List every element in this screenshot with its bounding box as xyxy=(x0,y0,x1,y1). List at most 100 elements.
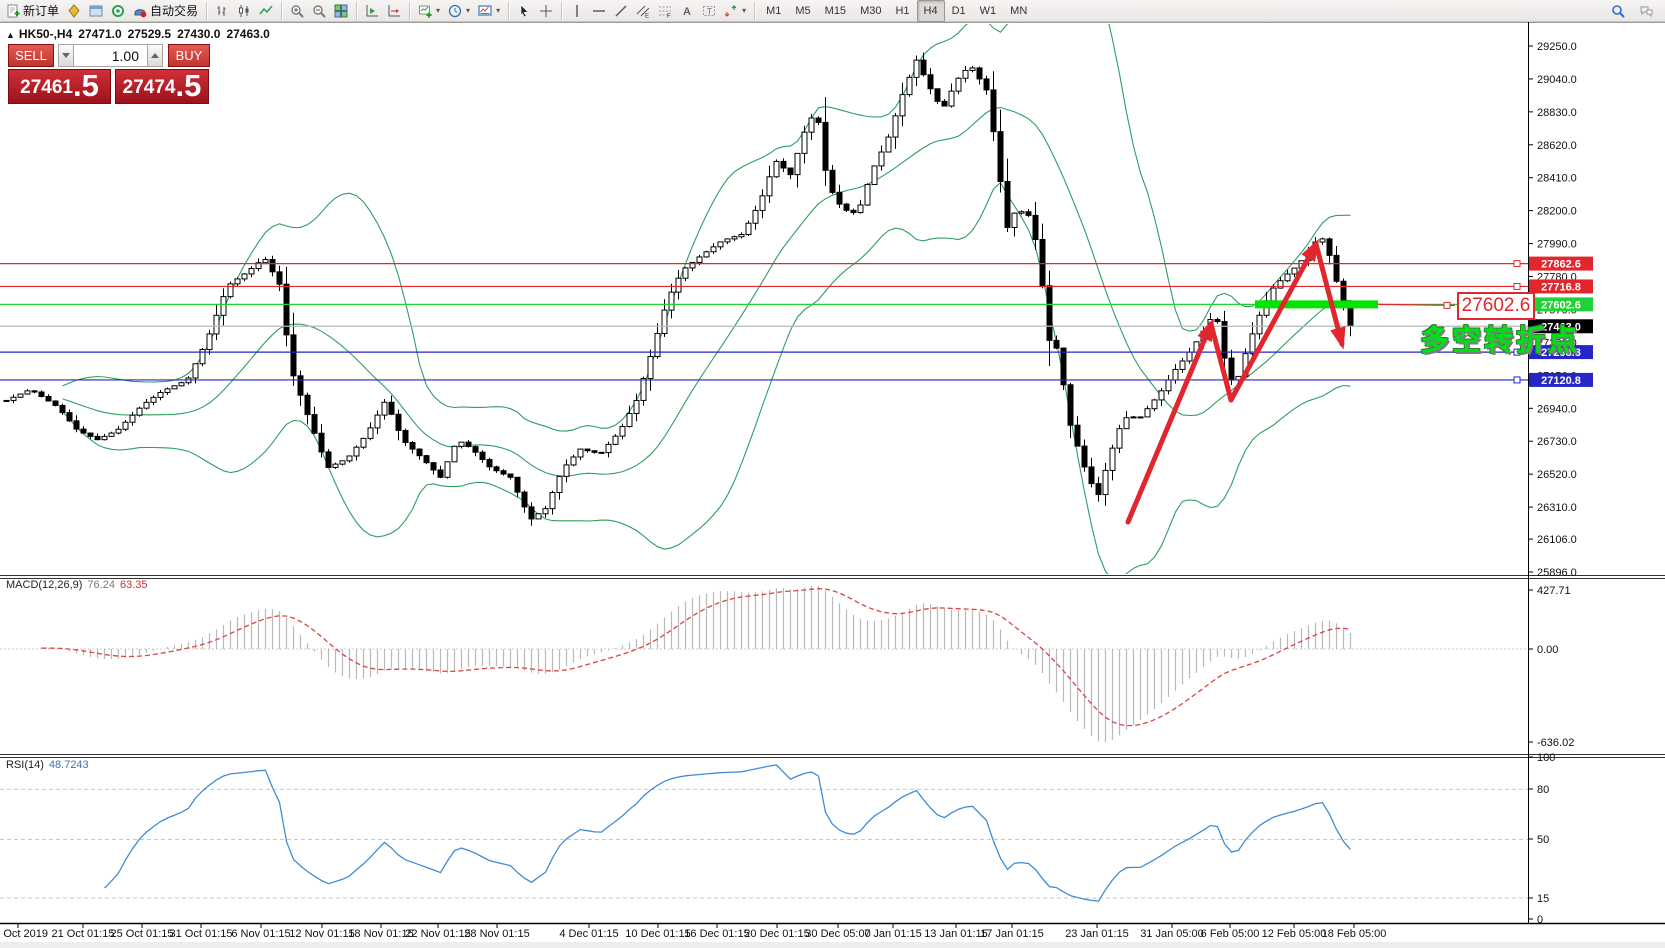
candle-body xyxy=(1011,212,1018,228)
support-zone-highlight[interactable] xyxy=(1255,300,1378,309)
toolbar-right-group xyxy=(1607,0,1665,22)
cursor-button[interactable] xyxy=(513,0,535,22)
price-badge xyxy=(1529,319,1593,334)
line-chart-button[interactable] xyxy=(255,0,277,22)
toolbar-left-group: 新订单 自动交易 ▾ ▾ ▾ E F A T ▾ M1 M5 M15 M30 H1 H4 D1 W1 MN xyxy=(2,0,1034,22)
candle-body xyxy=(59,404,66,414)
price-badge-label: 27120.8 xyxy=(1541,375,1581,387)
timeframe-button-m1[interactable]: M1 xyxy=(766,4,782,17)
text-button[interactable]: A xyxy=(676,0,698,22)
zoom-in-icon xyxy=(291,4,304,18)
fibonacci-button[interactable]: F xyxy=(654,0,676,22)
volume-value[interactable]: 1.00 xyxy=(74,44,147,67)
bar-chart-button[interactable] xyxy=(211,0,233,22)
volume-decrease-button[interactable] xyxy=(58,44,74,67)
navigator-button[interactable] xyxy=(85,0,107,22)
buy-button[interactable]: BUY xyxy=(168,44,210,67)
candle-body xyxy=(1165,379,1172,392)
candle-body xyxy=(955,77,962,92)
time-tick-label: 7 Jan 01:15 xyxy=(864,928,922,940)
price-badge xyxy=(1529,297,1593,312)
svg-text:E: E xyxy=(645,13,649,18)
candle-body xyxy=(878,151,885,167)
crosshair-icon xyxy=(540,4,553,17)
horizontal-line-button[interactable] xyxy=(588,0,610,22)
toolbar-separator xyxy=(281,1,283,20)
candle-body xyxy=(276,271,283,285)
auto-scroll-button[interactable] xyxy=(383,0,405,22)
chart-shift-button[interactable] xyxy=(361,0,383,22)
profiles-button[interactable]: ▾ xyxy=(444,0,474,22)
candle-body xyxy=(479,451,486,461)
toolbar-separator xyxy=(356,1,358,20)
candle-body xyxy=(66,412,73,422)
timeframe-button-h4[interactable]: H4 xyxy=(916,0,945,22)
toolbar-separator xyxy=(508,1,510,20)
market-watch-button[interactable] xyxy=(63,0,85,22)
time-tick-label: 15 Oct 2019 xyxy=(0,928,48,940)
candle-chart-button[interactable] xyxy=(233,0,255,22)
candle-body xyxy=(654,333,661,358)
arrows-button[interactable]: ▾ xyxy=(720,0,750,22)
buy-price[interactable]: 27474.5 xyxy=(115,69,209,104)
level-marker xyxy=(1513,260,1521,268)
new-chart-button[interactable]: ▾ xyxy=(414,0,444,22)
candle-body xyxy=(87,432,94,437)
navigator-icon xyxy=(89,5,103,16)
time-tick-label: 31 Oct 01:15 xyxy=(170,928,233,940)
price-tick-label: 28620.0 xyxy=(1537,140,1577,152)
autotrade-button[interactable]: 自动交易 xyxy=(129,0,202,22)
zigzag-segment xyxy=(1228,241,1319,403)
sell-button[interactable]: SELL xyxy=(8,44,54,67)
candle-body xyxy=(1179,360,1186,370)
timeframe-button-m5[interactable]: M5 xyxy=(795,4,811,17)
high-value: 27529.5 xyxy=(127,27,172,41)
candle-body xyxy=(458,441,465,447)
candle-body xyxy=(1347,306,1354,327)
candle-body xyxy=(1004,181,1011,228)
timeframe-button-w1[interactable]: W1 xyxy=(979,4,997,17)
timeframe-button-mn[interactable]: MN xyxy=(1010,4,1028,17)
price-axis[interactable]: 29250.0 29040.0 28830.0 28620.0 28410.0 28200… xyxy=(1528,41,1593,579)
trend-zigzag-annotation[interactable] xyxy=(1125,238,1346,525)
new-order-button[interactable]: 新订单 xyxy=(2,0,63,22)
profiles-icon xyxy=(448,4,462,17)
terminal-icon xyxy=(112,4,125,17)
candle-body xyxy=(94,435,101,441)
cursor-icon xyxy=(520,3,529,17)
timeframe-button-d1[interactable]: D1 xyxy=(951,4,966,17)
zoom-in-button[interactable] xyxy=(286,0,308,22)
collapse-icon[interactable]: ▲ xyxy=(6,30,15,40)
chat-button[interactable] xyxy=(1635,0,1657,22)
vertical-line-button[interactable] xyxy=(566,0,588,22)
search-button[interactable] xyxy=(1607,0,1629,22)
timeframe-button-h1[interactable]: H1 xyxy=(895,4,910,17)
price-tick-label: 26106.0 xyxy=(1537,534,1577,546)
price-callout-box[interactable]: 27602.6 xyxy=(1457,292,1535,320)
candle-body xyxy=(290,334,297,377)
candle-body xyxy=(934,88,941,102)
text-label-button[interactable]: T xyxy=(698,0,720,22)
candle-body xyxy=(864,184,871,206)
candle-body xyxy=(731,236,738,240)
timeframe-button-m30[interactable]: M30 xyxy=(860,4,882,17)
terminal-button[interactable] xyxy=(107,0,129,22)
crosshair-button[interactable] xyxy=(535,0,557,22)
indicators-button[interactable]: ▾ xyxy=(474,0,504,22)
timeframe-button-m15[interactable]: M15 xyxy=(824,4,847,17)
tile-windows-button[interactable] xyxy=(330,0,352,22)
price-tick-label: 28830.0 xyxy=(1537,107,1577,119)
candle-body xyxy=(514,476,521,493)
price-badge-label: 27716.8 xyxy=(1541,281,1581,293)
volume-increase-button[interactable] xyxy=(147,44,163,67)
candle-body xyxy=(745,222,752,236)
sell-price[interactable]: 27461.5 xyxy=(8,69,111,104)
time-tick-label: 22 Nov 01:15 xyxy=(405,928,470,940)
price-tick-label: 26940.0 xyxy=(1537,403,1577,415)
trendline-button[interactable] xyxy=(610,0,632,22)
channel-button[interactable]: E xyxy=(632,0,654,22)
turning-point-note[interactable]: 多空转折点 xyxy=(1420,325,1581,357)
zoom-out-button[interactable] xyxy=(308,0,330,22)
